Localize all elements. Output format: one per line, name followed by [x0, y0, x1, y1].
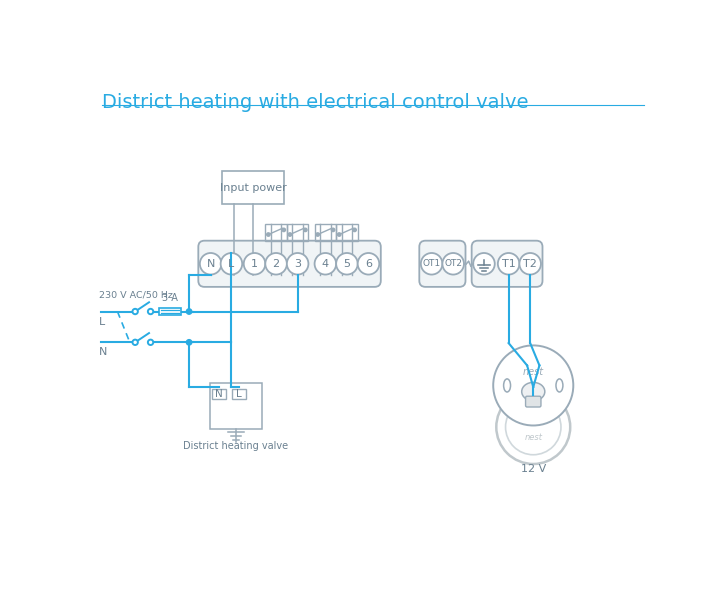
FancyBboxPatch shape	[159, 308, 181, 315]
Circle shape	[338, 233, 341, 236]
Text: District heating with electrical control valve: District heating with electrical control…	[102, 93, 529, 112]
Text: Input power: Input power	[220, 182, 286, 192]
Text: T2: T2	[523, 259, 537, 268]
FancyBboxPatch shape	[222, 172, 284, 204]
Circle shape	[132, 309, 138, 314]
Circle shape	[505, 399, 561, 455]
Text: L: L	[229, 259, 234, 268]
Text: 4: 4	[322, 259, 329, 268]
FancyBboxPatch shape	[472, 241, 542, 287]
FancyBboxPatch shape	[419, 241, 465, 287]
Text: T1: T1	[502, 259, 515, 268]
Circle shape	[200, 253, 221, 274]
Circle shape	[316, 233, 320, 236]
Ellipse shape	[556, 379, 563, 392]
Circle shape	[304, 228, 307, 232]
Circle shape	[282, 228, 285, 232]
Text: nest: nest	[523, 366, 544, 377]
Text: OT2: OT2	[444, 259, 462, 268]
Circle shape	[519, 253, 541, 274]
Circle shape	[288, 233, 292, 236]
FancyBboxPatch shape	[212, 388, 226, 399]
Circle shape	[287, 253, 309, 274]
FancyBboxPatch shape	[210, 383, 262, 429]
Circle shape	[496, 390, 570, 464]
Circle shape	[266, 233, 270, 236]
Circle shape	[443, 253, 464, 274]
Circle shape	[498, 253, 519, 274]
Circle shape	[148, 340, 154, 345]
Circle shape	[186, 309, 191, 314]
Text: 12 V: 12 V	[521, 464, 546, 473]
Text: 5: 5	[344, 259, 350, 268]
Circle shape	[132, 340, 138, 345]
Circle shape	[265, 253, 287, 274]
Text: L: L	[99, 317, 106, 327]
Circle shape	[331, 228, 335, 232]
Text: 2: 2	[272, 259, 280, 268]
Ellipse shape	[504, 379, 510, 392]
Text: District heating valve: District heating valve	[183, 441, 288, 451]
Text: N: N	[207, 259, 215, 268]
Text: 6: 6	[365, 259, 372, 268]
Text: OT1: OT1	[422, 259, 440, 268]
Text: N: N	[215, 389, 223, 399]
FancyBboxPatch shape	[526, 396, 541, 407]
Circle shape	[473, 253, 495, 274]
Text: 230 V AC/50 Hz: 230 V AC/50 Hz	[99, 290, 173, 299]
Text: 1: 1	[251, 259, 258, 268]
FancyBboxPatch shape	[232, 388, 246, 399]
Circle shape	[186, 340, 191, 345]
Circle shape	[357, 253, 379, 274]
Text: 3 A: 3 A	[162, 293, 178, 303]
Circle shape	[148, 309, 154, 314]
Circle shape	[421, 253, 443, 274]
Circle shape	[336, 253, 357, 274]
Text: nest: nest	[524, 433, 542, 443]
Circle shape	[353, 228, 356, 232]
Circle shape	[314, 253, 336, 274]
Ellipse shape	[522, 383, 545, 401]
Circle shape	[244, 253, 265, 274]
Circle shape	[494, 345, 574, 425]
Circle shape	[221, 253, 242, 274]
Text: N: N	[99, 347, 107, 358]
FancyBboxPatch shape	[198, 241, 381, 287]
Text: L: L	[237, 389, 242, 399]
Text: 3: 3	[294, 259, 301, 268]
